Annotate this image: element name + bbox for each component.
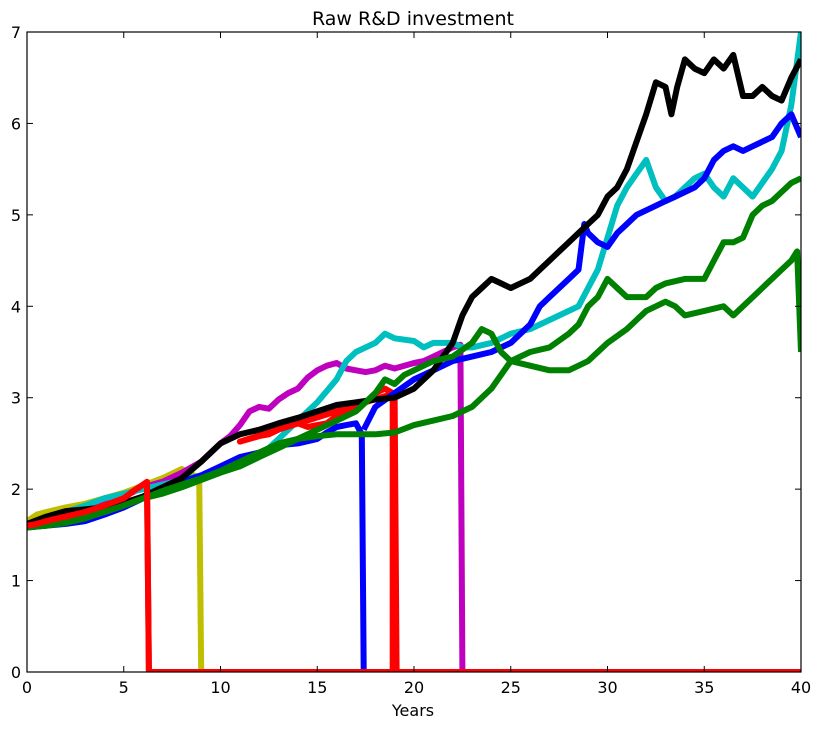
y-tick-label: 1 <box>11 572 21 591</box>
series-line-6 <box>361 111 801 432</box>
x-tick-label: 25 <box>501 678 521 697</box>
series-line-10 <box>27 478 801 672</box>
series-line-2 <box>27 341 801 672</box>
y-tick-label: 2 <box>11 480 21 499</box>
plot-frame <box>26 31 802 673</box>
series-line-7 <box>27 51 801 527</box>
ticks-layer: 0 5 10 15 20 25 30 35 40 0 1 2 3 4 5 6 7 <box>11 23 811 697</box>
x-tick-label: 30 <box>597 678 617 697</box>
series-line-5 <box>27 420 801 672</box>
y-tick-label: 7 <box>11 23 21 42</box>
series-layer <box>27 31 801 672</box>
x-tick-label: 15 <box>307 678 327 697</box>
x-axis-label: Years <box>391 701 434 720</box>
x-tick-label: 0 <box>22 678 32 697</box>
y-tick-label: 0 <box>11 663 21 682</box>
x-tick-label: 5 <box>119 678 129 697</box>
y-tick-label: 4 <box>11 297 21 316</box>
y-tick-label: 6 <box>11 114 21 133</box>
x-tick-label: 20 <box>404 678 424 697</box>
chart-title: Raw R&D investment <box>312 8 514 30</box>
y-tick-label: 3 <box>11 389 21 408</box>
series-line-9 <box>27 175 801 531</box>
x-tick-label: 40 <box>791 678 811 697</box>
y-tick-label: 5 <box>11 206 21 225</box>
series-line-4 <box>27 385 801 672</box>
x-tick-label: 10 <box>210 678 230 697</box>
x-tick-label: 35 <box>694 678 714 697</box>
